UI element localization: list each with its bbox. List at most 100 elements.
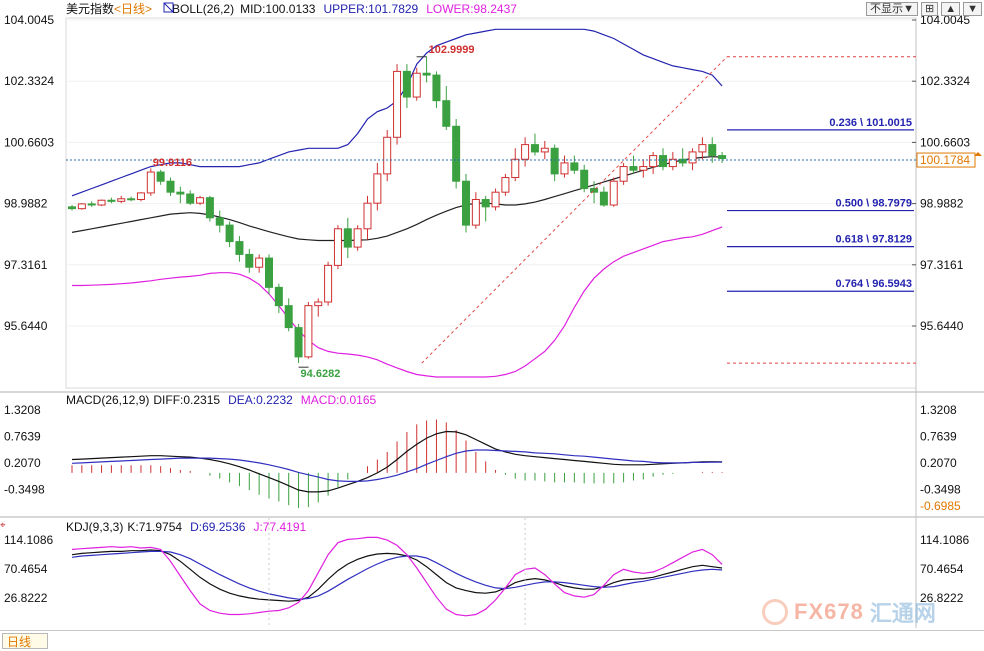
macd-tick-label-left: -0.3498: [4, 482, 45, 496]
candle-body: [353, 228, 362, 248]
candle-body: [649, 155, 658, 168]
macd-tick-label-right: 0.2070: [920, 456, 957, 470]
candle-body: [136, 192, 145, 201]
candle-body: [343, 228, 352, 248]
candle-body: [373, 173, 382, 204]
macd-tick-label-right: 0.7639: [920, 430, 957, 444]
scroll-down-button[interactable]: ▼: [963, 2, 982, 16]
fib-level-label: 0.764 \ 96.5943: [836, 278, 912, 290]
candle-body: [560, 162, 569, 175]
candle-body: [432, 74, 441, 102]
candle-body: [530, 144, 539, 153]
candle-body: [678, 158, 687, 164]
candle-body: [708, 144, 717, 157]
scroll-up-button[interactable]: ▲: [941, 2, 961, 16]
kdj-tick-label-left: 114.1086: [4, 533, 53, 547]
y-tick-label-right: 100.6603: [920, 135, 970, 149]
candle-body: [274, 286, 283, 307]
candle-body: [639, 166, 648, 171]
fib-level-label: 0.500 \ 98.7979: [836, 198, 912, 210]
boll-legend-icon-slash: [163, 2, 174, 13]
current-price-arrow-icon: [974, 152, 982, 157]
macd-diff-line: [71, 430, 723, 493]
candle-body: [521, 144, 530, 160]
mark-price-label: 99.9116: [153, 157, 192, 169]
display-select[interactable]: 不显示 ▼: [866, 2, 918, 16]
candle-body: [383, 136, 392, 175]
candle-body: [422, 72, 431, 76]
candle-body: [324, 264, 333, 303]
kdj-k-line: [71, 549, 723, 602]
candle-body: [146, 171, 155, 194]
kdj-header: KDJ(9,3,3) K:71.9754 D:69.2536 J:77.4191: [66, 520, 307, 534]
watermark-logo-icon: [762, 599, 788, 625]
candle-body: [718, 155, 727, 160]
candle-body: [215, 217, 224, 226]
kdj-tick-label-left: 26.8222: [4, 591, 48, 605]
candle-body: [668, 158, 677, 168]
candle-body: [540, 147, 549, 153]
y-tick-label-right: 95.6440: [920, 319, 964, 333]
y-tick-label-left: 102.3324: [4, 74, 54, 88]
macd-tick-label-right: -0.6985: [920, 499, 961, 513]
candle-body: [314, 301, 323, 307]
kdj-tick-label-right: 70.4654: [920, 562, 964, 576]
y-tick-label-right: 97.3161: [920, 258, 964, 272]
candle-body: [363, 202, 372, 230]
candle-body: [127, 198, 136, 201]
candle-body: [570, 162, 579, 171]
macd-header: MACD(26,12,9) DIFF:0.2315 DEA:0.2232 MACD:0…: [66, 393, 376, 407]
candle-body: [205, 197, 214, 219]
y-tick-label-right: 98.9882: [920, 197, 964, 211]
last-price-box: [916, 152, 976, 168]
candle-body: [698, 144, 707, 153]
macd-layer: [71, 419, 723, 509]
period-button[interactable]: 日线: [2, 633, 48, 649]
candle-body: [481, 199, 490, 208]
macd-tick-label-right: -0.3498: [920, 482, 961, 496]
grid-layer: [66, 19, 916, 327]
low-price-label: 94.6282: [301, 368, 341, 380]
candle-body: [599, 191, 608, 206]
candle-body: [235, 241, 244, 255]
toolbar: 不显示 ▼ ⊞ ▲ ▼: [866, 0, 982, 18]
watermark-brand: FX678: [794, 599, 864, 624]
candle-body: [225, 224, 234, 243]
candle-body: [491, 191, 500, 208]
candle-body: [659, 155, 667, 168]
macd-tick-label-right: 1.3208: [920, 403, 957, 417]
candle-body: [550, 147, 559, 175]
crosshair-icon: ⌖: [0, 520, 6, 531]
y-tick-label-left: 100.6603: [4, 135, 54, 149]
macd-tick-label-left: 0.2070: [4, 456, 41, 470]
grid-toggle-button[interactable]: ⊞: [921, 2, 939, 16]
candle-body: [402, 70, 411, 98]
fib-level-label: 0.618 \ 97.8129: [836, 234, 912, 246]
macd-tick-label-left: 0.7639: [4, 430, 41, 444]
fib-trend-line: [421, 56, 728, 364]
candle-body: [590, 188, 599, 193]
candle-body: [176, 191, 185, 195]
candle-body: [333, 228, 342, 266]
candle-body: [166, 180, 175, 193]
watermark: FX678 汇通网: [762, 596, 936, 628]
candle-body: [284, 305, 293, 329]
candle-body: [294, 327, 303, 358]
candle-body: [452, 125, 461, 182]
candle-body: [117, 198, 126, 202]
kdj-layer: [71, 536, 723, 617]
candle-body: [609, 180, 618, 206]
kdj-tick-label-right: 26.8222: [920, 591, 964, 605]
main-header: 美元指数<日线> BOLL(26,2) MID:100.0133 UPPER:101.…: [66, 1, 517, 16]
watermark-cn: 汇通网: [869, 601, 936, 626]
kdj-j-line: [71, 536, 723, 617]
candle-body: [304, 305, 313, 358]
boll-lower-line: [72, 226, 723, 378]
candle-body: [186, 193, 195, 204]
y-tick-label-right: 102.3324: [920, 74, 970, 88]
candle-body: [462, 180, 470, 226]
candle-body: [619, 166, 628, 182]
candle-body: [265, 257, 273, 288]
candle-body: [442, 100, 451, 127]
